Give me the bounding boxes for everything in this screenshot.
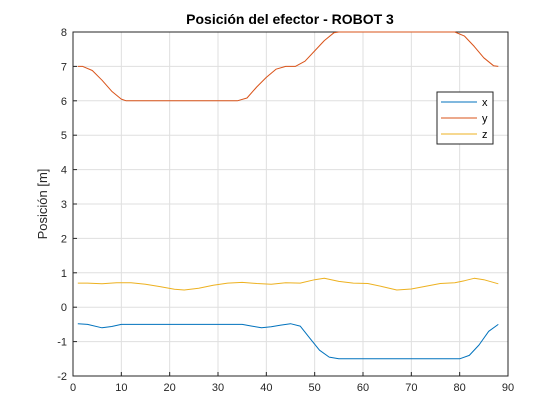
y-tick-label: 6 [61,96,67,108]
chart-title: Posición del efector - ROBOT 3 [186,11,394,27]
y-tick-label: 1 [61,268,67,280]
x-tick-label: 0 [70,382,76,394]
y-tick-label: 4 [61,165,67,177]
y-tick-label: -1 [57,337,67,349]
x-tick-label: 90 [502,382,514,394]
y-tick-label: 3 [61,199,67,211]
y-axis: -2 -1 0 1 2 3 4 5 6 7 8 [57,27,77,383]
x-axis: 0 10 20 30 40 50 60 70 80 90 [70,372,514,394]
x-tick-label: 30 [212,382,224,394]
x-tick-label: 40 [260,382,272,394]
y-tick-label: 8 [61,27,67,39]
y-tick-label: -2 [57,371,67,383]
series-lines [77,31,499,360]
y-tick-label: 7 [61,61,67,73]
x-tick-label: 20 [164,382,176,394]
x-tick-label: 10 [115,382,127,394]
x-tick-label: 60 [357,382,369,394]
series-line-z [77,277,499,291]
y-tick-label: 0 [61,302,67,314]
y-tick-label: 5 [61,130,67,142]
legend-label-y: y [482,113,488,125]
x-tick-label: 50 [309,382,321,394]
legend-label-z: z [482,129,488,141]
x-tick-label: 70 [405,382,417,394]
x-tick-label: 80 [454,382,466,394]
legend-label-x: x [482,97,488,109]
y-tick-label: 2 [61,233,67,245]
series-line-x [77,323,499,360]
legend: xyz [436,91,494,145]
series-line-y [77,31,499,102]
y-axis-label: Posición [m] [35,169,50,240]
